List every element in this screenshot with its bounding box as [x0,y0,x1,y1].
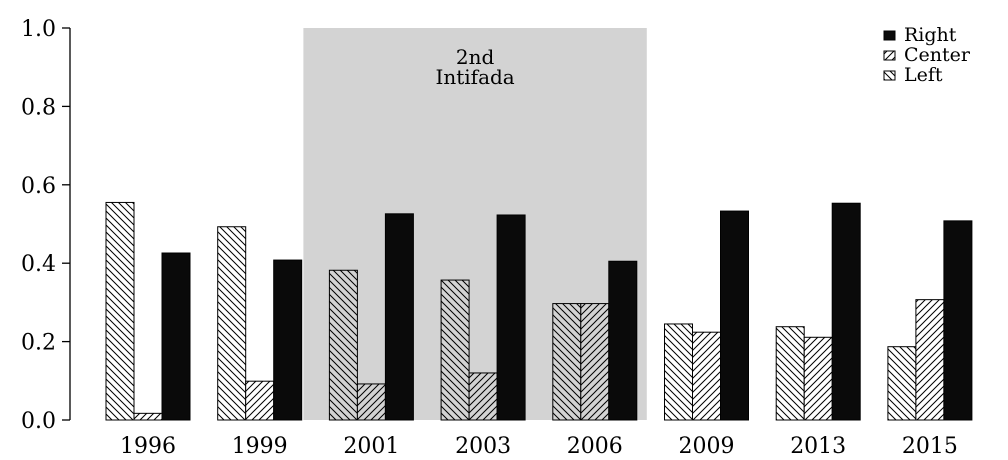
x-tick-label-2013: 2013 [790,434,846,459]
legend-label-center: Center [904,44,971,66]
bar-center-2013 [803,336,833,421]
bar-left-1999 [217,226,247,421]
x-tick-label-2009: 2009 [679,434,735,459]
x-tick-labels: 1996 1999 2001 2003 2006 2009 2013 2015 [120,434,958,459]
bar-center-2003 [468,372,498,421]
legend-swatch-right [883,30,896,41]
y-tick-label: 0.8 [21,95,56,120]
bar-right-1999 [273,259,303,421]
bar-right-1996 [161,252,191,421]
y-axis: 0.0 0.2 0.4 0.6 0.8 1.0 [21,17,71,434]
bar-center-2015 [915,299,945,421]
x-tick-label-2003: 2003 [455,434,511,459]
bar-left-1996 [105,201,135,421]
x-tick-label-2001: 2001 [343,434,399,459]
bar-left-2015 [887,346,917,421]
bar-center-1996 [133,412,163,421]
legend-swatch-center [883,50,896,61]
bar-right-2001 [384,213,414,421]
y-tick-label: 0.4 [21,252,56,277]
bar-left-2013 [775,326,805,421]
legend-swatch-left [883,70,896,81]
bar-right-2009 [720,210,749,421]
bar-right-2015 [943,220,973,421]
bar-center-2009 [692,331,721,421]
bar-left-2006 [552,303,582,421]
bars-group [105,201,973,421]
bar-center-1999 [245,380,275,421]
bar-left-2003 [440,279,470,421]
y-tick-label: 1.0 [21,17,56,42]
x-tick-label-1999: 1999 [232,434,288,459]
bar-right-2006 [608,260,638,421]
bar-center-2006 [580,303,610,421]
annotation-label-line-1: 2nd [456,45,495,69]
bar-right-2013 [831,202,861,421]
bar-left-2001 [328,269,358,421]
x-tick-label-2015: 2015 [902,434,958,459]
x-tick-label-1996: 1996 [120,434,176,459]
annotation-label-line-2: Intifada [435,65,514,89]
legend-label-left: Left [904,64,943,86]
bar-right-2003 [496,214,526,421]
bar-center-2001 [356,383,386,421]
y-tick-label: 0.6 [21,174,56,199]
y-tick-label: 0.2 [21,331,56,356]
y-tick-label: 0.0 [21,409,56,434]
legend-label-right: Right [904,24,957,46]
x-tick-label-2006: 2006 [567,434,623,459]
bar-left-2009 [664,323,693,421]
